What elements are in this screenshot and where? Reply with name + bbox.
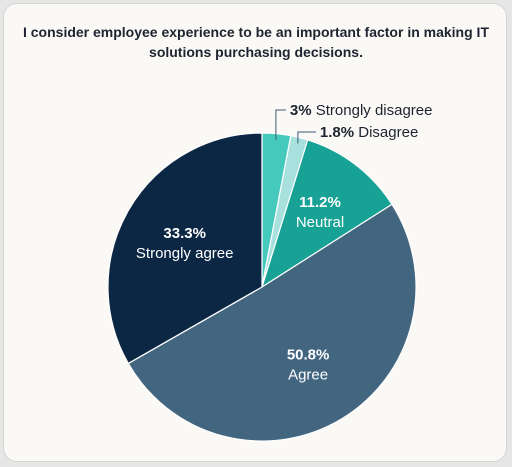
pie-slice-agree <box>127 203 417 442</box>
chart-title: I consider employee experience to be an … <box>0 22 512 62</box>
pie-slice-neutral <box>260 139 393 289</box>
outside-label-disagree: 1.8% Disagree <box>320 124 418 141</box>
slice-value-strongly-agree: 33.3% <box>163 225 206 242</box>
slice-label-agree: Agree <box>288 367 328 384</box>
pie-slice-strongly-agree <box>107 132 263 365</box>
chart-title-line-1: I consider employee experience to be an … <box>22 24 489 40</box>
chart-title-line-2: solutions purchasing decisions. <box>149 44 363 60</box>
slice-label-neutral: Neutral <box>296 214 344 231</box>
leader-line-strongly-disagree <box>275 109 286 140</box>
slice-label-strongly-agree: Strongly agree <box>136 245 234 262</box>
leader-line-disagree <box>297 131 316 144</box>
outside-label-strongly-disagree: 3% Strongly disagree <box>290 102 433 119</box>
slice-value-agree: 50.8% <box>287 347 330 364</box>
slice-value-neutral: 11.2% <box>299 194 341 211</box>
